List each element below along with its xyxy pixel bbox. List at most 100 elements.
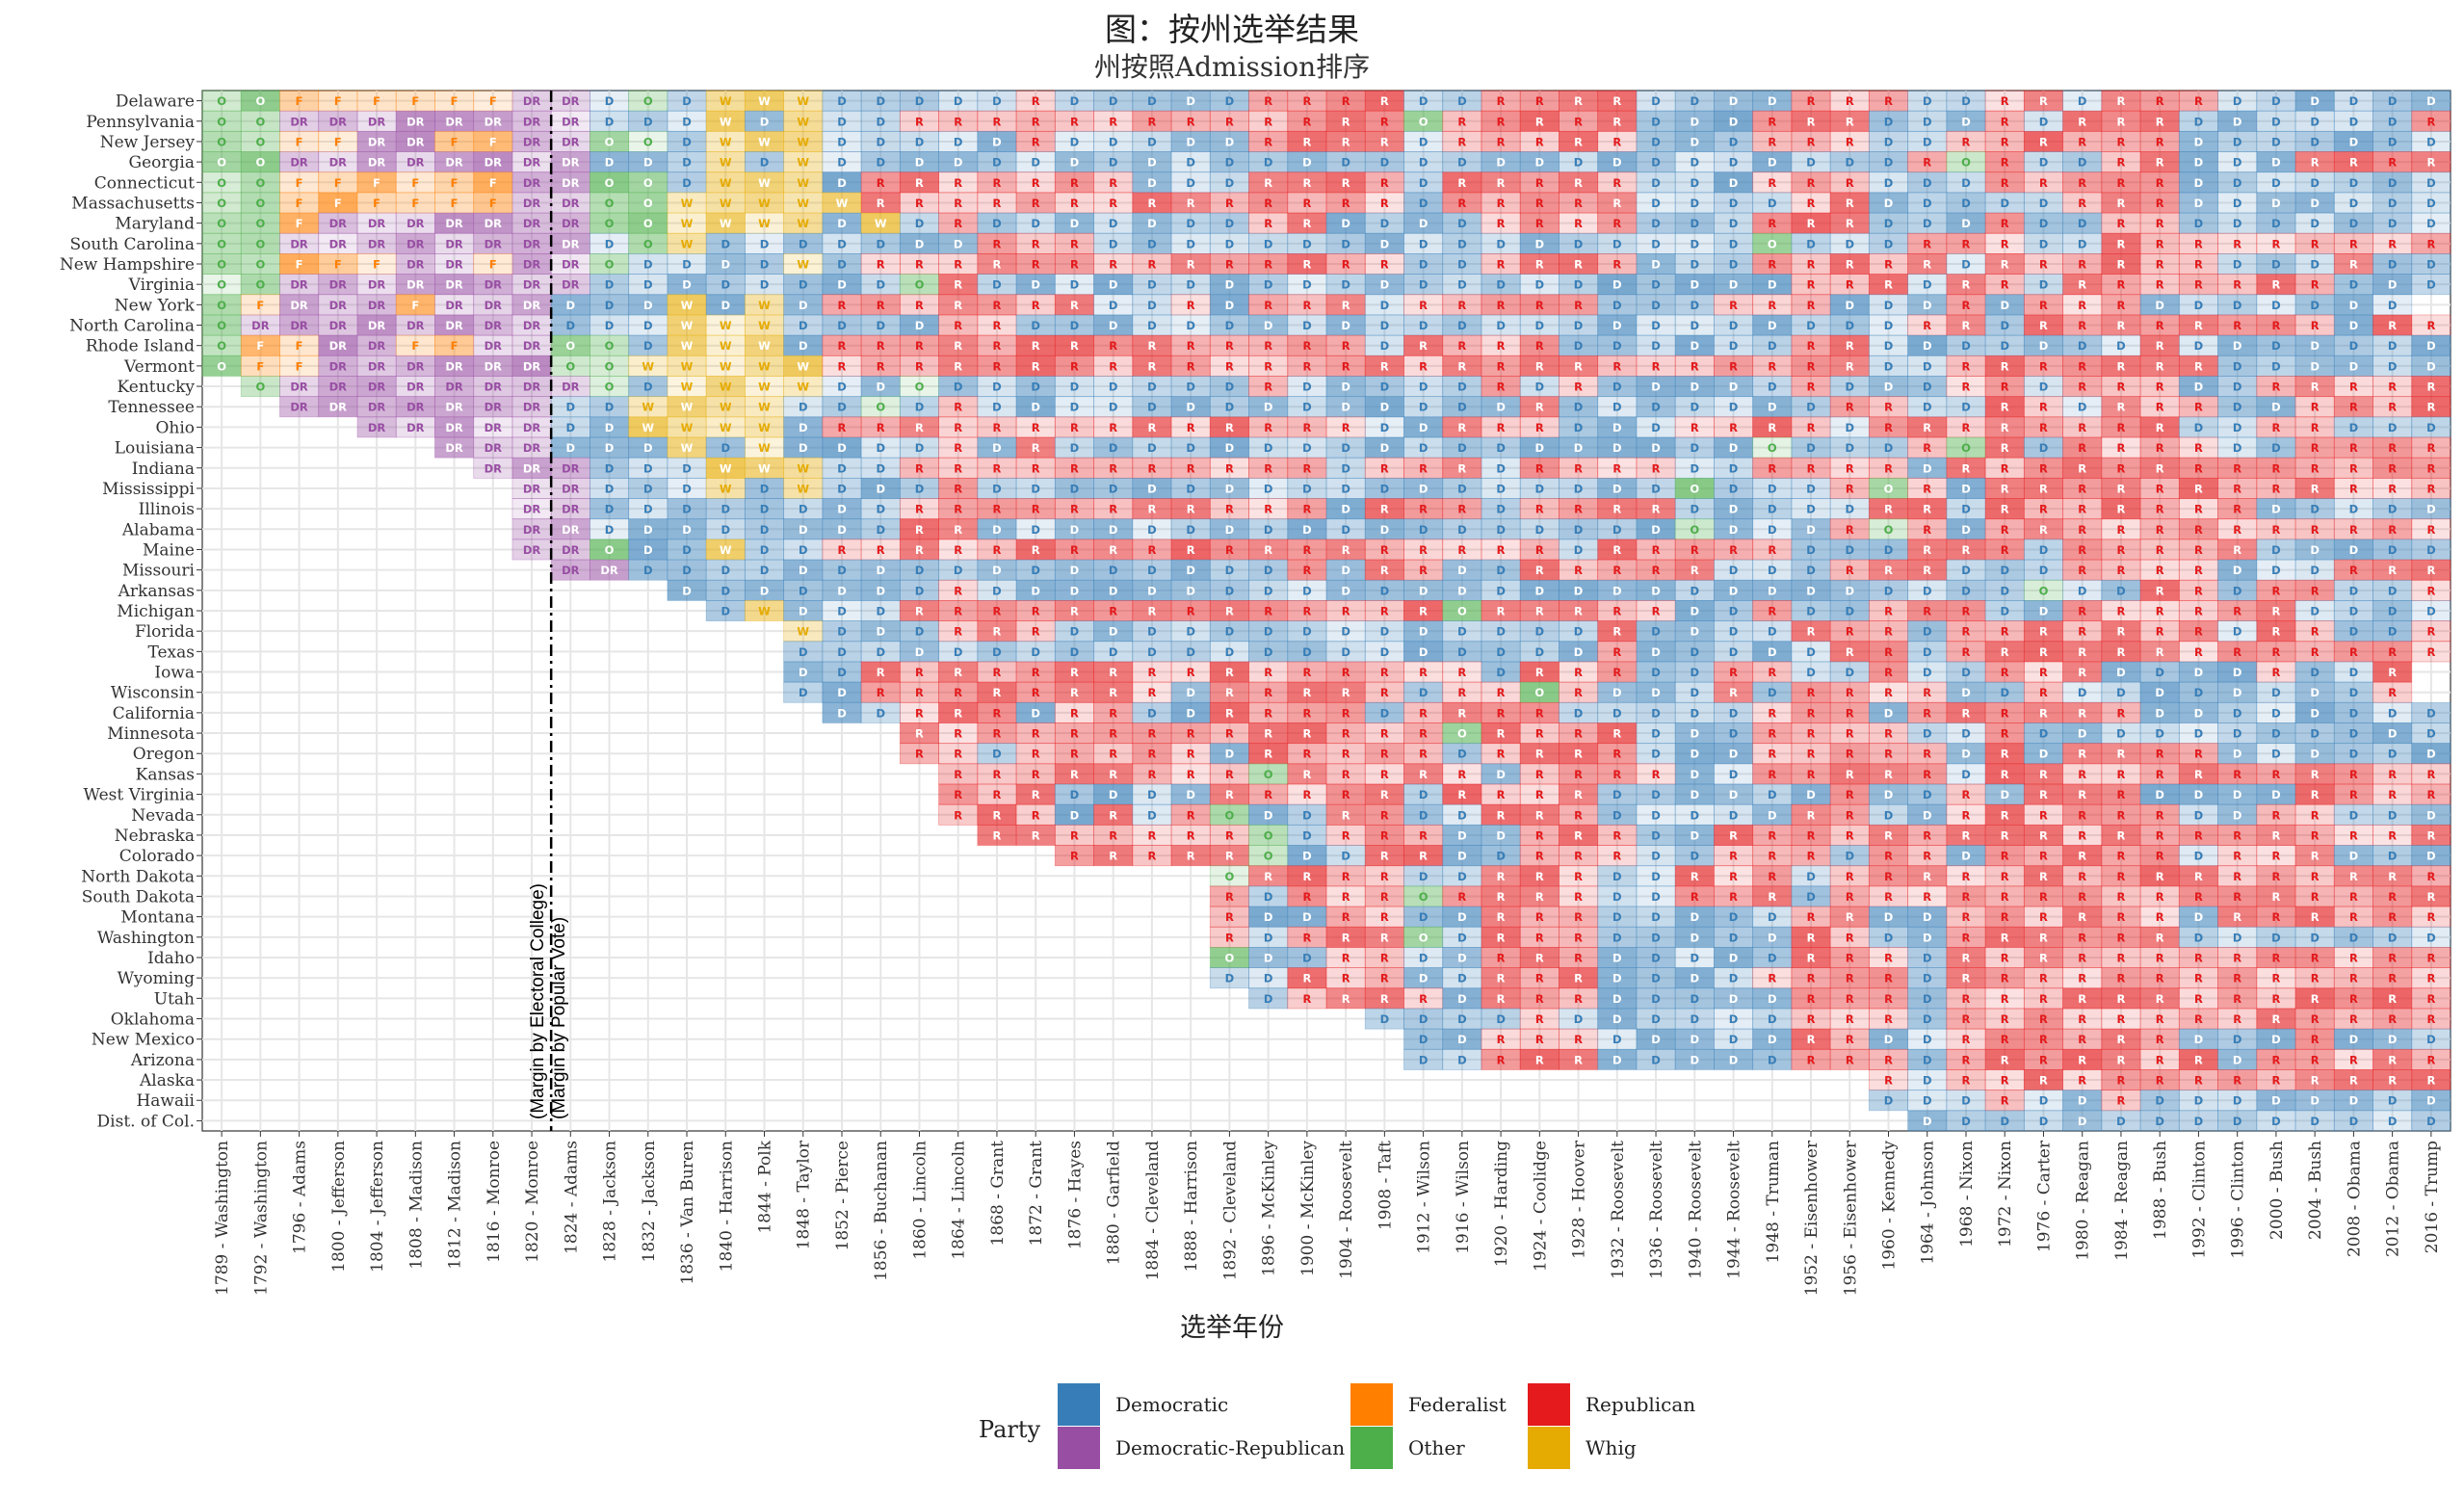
annotation-popular: (Margin by Popular Vote) bbox=[549, 917, 569, 1119]
cell-label: R bbox=[2078, 564, 2086, 577]
cell-label: O bbox=[217, 258, 226, 272]
cell-label: R bbox=[1497, 258, 1506, 272]
cell-label: D bbox=[2078, 727, 2087, 741]
cell-label: R bbox=[2156, 1033, 2164, 1046]
x-tick-label: 1944 - Roosevelt bbox=[1725, 1141, 1744, 1279]
cell-label: D bbox=[2155, 1094, 2164, 1108]
cell-label: R bbox=[1574, 115, 1583, 128]
y-tick-label: Oregon bbox=[133, 745, 195, 764]
cell-label: D bbox=[799, 339, 808, 353]
cell-label: D bbox=[1574, 543, 1584, 557]
cell-label: R bbox=[1535, 706, 1544, 720]
cell-label: O bbox=[255, 237, 265, 250]
cell-label: D bbox=[1651, 339, 1661, 353]
cell-label: R bbox=[1147, 768, 1156, 781]
cell-label: D bbox=[1574, 156, 1584, 170]
cell-label: D bbox=[605, 523, 615, 537]
cell-label: R bbox=[2001, 381, 2009, 394]
cell-label: D bbox=[837, 686, 847, 699]
cell-label: R bbox=[2311, 401, 2320, 414]
cell bbox=[318, 90, 358, 112]
x-tick-label: 1860 - Lincoln bbox=[910, 1141, 930, 1260]
cell-label: R bbox=[2117, 401, 2126, 414]
cell-label: DR bbox=[290, 299, 308, 312]
cell-label: R bbox=[1691, 564, 1699, 577]
cell-label: R bbox=[1109, 605, 1117, 618]
cell-label: D bbox=[1225, 278, 1235, 292]
cell-label: R bbox=[2426, 1074, 2435, 1088]
cell-label: R bbox=[1612, 727, 1621, 741]
cell-label: R bbox=[2311, 156, 2320, 170]
cell-label: D bbox=[1225, 523, 1235, 537]
cell-label: R bbox=[1846, 645, 1854, 659]
legend-swatch bbox=[1350, 1427, 1393, 1469]
x-tick-label: 1852 - Pierce bbox=[833, 1141, 852, 1250]
cell-label: R bbox=[1535, 788, 1544, 801]
cell-label: R bbox=[1768, 176, 1776, 190]
cell-label: R bbox=[2001, 461, 2009, 475]
cell-label: R bbox=[1497, 381, 1506, 394]
cell-label: R bbox=[2271, 828, 2280, 842]
cell-label: O bbox=[1264, 828, 1273, 842]
cell-label: D bbox=[2233, 258, 2242, 272]
cell-label: R bbox=[1457, 666, 1466, 679]
cell-label: R bbox=[1962, 1053, 1971, 1066]
cell-label: D bbox=[2039, 605, 2049, 618]
cell-label: DR bbox=[445, 441, 463, 455]
cell-label: D bbox=[2349, 299, 2359, 312]
cell-label: R bbox=[954, 706, 962, 720]
cell-label: D bbox=[1651, 523, 1661, 537]
cell-label: R bbox=[2388, 686, 2397, 699]
cell-label: D bbox=[1884, 584, 1894, 597]
cell-label: D bbox=[1729, 625, 1739, 639]
cell-label: R bbox=[1380, 870, 1389, 883]
cell-label: D bbox=[2426, 135, 2436, 148]
y-tick-label: Indiana bbox=[132, 460, 195, 479]
cell-label: D bbox=[799, 686, 808, 699]
cell-label: R bbox=[1380, 605, 1389, 618]
cell-label: R bbox=[1846, 94, 1854, 108]
cell-label: D bbox=[1691, 992, 1700, 1006]
cell-label: D bbox=[2349, 1115, 2359, 1128]
cell-label: D bbox=[2426, 808, 2436, 822]
x-tick-label: 1856 - Buchanan bbox=[872, 1141, 891, 1281]
cell-label: R bbox=[2039, 1033, 2048, 1046]
cell-label: R bbox=[2078, 503, 2086, 516]
cell-label: D bbox=[1419, 645, 1429, 659]
cell-label: R bbox=[2001, 94, 2009, 108]
cell-label: D bbox=[1729, 910, 1739, 924]
cell-label: F bbox=[489, 135, 497, 148]
cell-label: D bbox=[837, 156, 847, 170]
cell-label: R bbox=[954, 339, 962, 353]
cell-label: R bbox=[2156, 828, 2164, 842]
cell-label: R bbox=[1497, 94, 1506, 108]
cell bbox=[2372, 110, 2413, 132]
cell bbox=[2178, 130, 2218, 152]
cell-label: R bbox=[1380, 992, 1389, 1006]
cell-label: D bbox=[2310, 1115, 2320, 1128]
cell-label: D bbox=[1884, 706, 1894, 720]
cell-label: R bbox=[1807, 850, 1816, 863]
cell-label: R bbox=[2311, 1012, 2320, 1026]
cell-label: D bbox=[2388, 217, 2398, 230]
cell-label: D bbox=[2078, 686, 2087, 699]
cell-label: D bbox=[2039, 115, 2049, 128]
y-tick-label: Washington bbox=[97, 929, 195, 948]
cell-label: D bbox=[1264, 237, 1273, 250]
cell-label: D bbox=[2349, 217, 2359, 230]
cell-label: D bbox=[1729, 1012, 1739, 1026]
cell-label: R bbox=[2233, 910, 2241, 924]
cell-label: R bbox=[1574, 972, 1583, 985]
cell-label: W bbox=[758, 135, 771, 148]
cell-label: R bbox=[2194, 482, 2203, 495]
cell-label: D bbox=[992, 584, 1002, 597]
cell-label: R bbox=[1419, 299, 1428, 312]
cell-label: D bbox=[1147, 381, 1157, 394]
cell-label: R bbox=[2001, 828, 2009, 842]
cell-label: D bbox=[1923, 197, 1932, 210]
cell-label: R bbox=[2233, 870, 2241, 883]
cell-label: R bbox=[1380, 94, 1389, 108]
cell-label: D bbox=[1845, 441, 1854, 455]
cell-label: R bbox=[2388, 910, 2397, 924]
cell-label: D bbox=[2388, 299, 2398, 312]
